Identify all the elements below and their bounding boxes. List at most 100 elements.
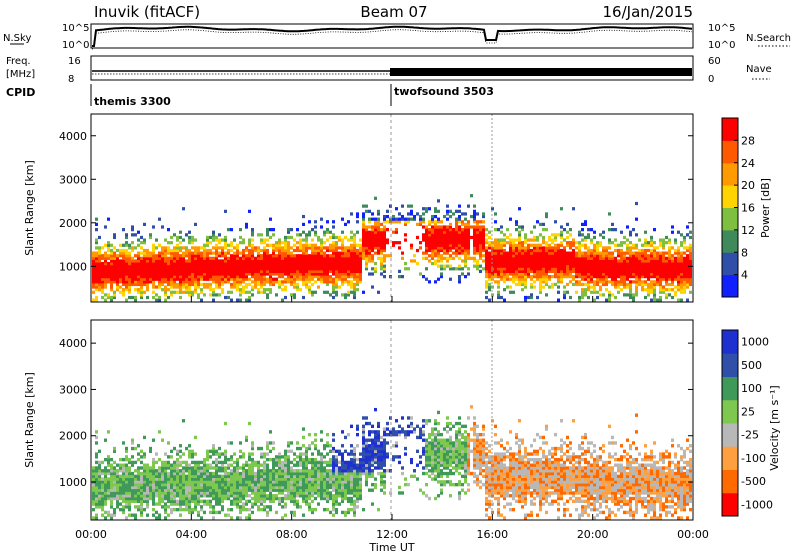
power-cell — [245, 222, 248, 227]
power-cell — [293, 267, 296, 271]
velocity-cell — [125, 499, 128, 504]
velocity-cell — [137, 505, 140, 509]
velocity-cell — [251, 482, 254, 487]
power-cell — [419, 214, 422, 219]
power-cell — [143, 290, 146, 294]
power-cell — [251, 288, 254, 292]
velocity-cell — [224, 452, 227, 456]
velocity-cell — [104, 516, 107, 520]
power-cell — [527, 248, 530, 253]
velocity-cell — [185, 496, 188, 501]
power-cell — [485, 259, 488, 263]
velocity-cell — [152, 463, 155, 467]
power-cell — [209, 275, 212, 279]
power-cell — [170, 259, 173, 263]
power-cell — [341, 280, 344, 284]
power-cell — [104, 264, 107, 268]
power-cell — [368, 233, 371, 237]
power-cell — [182, 254, 185, 258]
velocity-cell — [215, 485, 218, 490]
velocity-cell — [233, 460, 236, 465]
velocity-cell — [278, 502, 281, 506]
power-cell — [251, 280, 254, 284]
power-cell — [632, 261, 635, 266]
velocity-cell — [305, 446, 308, 451]
power-cell — [581, 222, 584, 227]
power-cell — [482, 243, 485, 247]
power-cell — [248, 259, 251, 263]
velocity-cell — [302, 466, 305, 470]
power-cell — [101, 272, 104, 276]
power-cell — [587, 282, 590, 287]
power-cell — [167, 264, 170, 268]
velocity-cell — [314, 491, 317, 495]
power-cell — [218, 241, 221, 245]
velocity-cell — [92, 507, 95, 512]
velocity-cell — [161, 505, 164, 509]
power-cell — [161, 248, 164, 253]
power-cell — [665, 261, 668, 266]
velocity-cell — [251, 460, 254, 465]
velocity-cell — [152, 471, 155, 476]
power-cell — [302, 282, 305, 287]
power-cell — [650, 298, 653, 302]
power-cell — [266, 230, 269, 234]
power-cell — [431, 261, 434, 266]
power-cell — [170, 269, 173, 274]
power-cell — [185, 285, 188, 289]
velocity-cell — [296, 505, 299, 509]
power-cell — [524, 261, 527, 266]
velocity-cell — [197, 491, 200, 495]
power-cell — [548, 269, 551, 274]
power-cell — [332, 251, 335, 255]
power-cell — [605, 288, 608, 292]
power-cell — [338, 272, 341, 276]
power-cell — [428, 230, 431, 234]
power-cell — [158, 243, 161, 247]
power-cell — [650, 285, 653, 289]
power-cell — [143, 282, 146, 287]
power-cell — [383, 243, 386, 247]
velocity-cell — [113, 513, 116, 517]
power-cell — [113, 277, 116, 281]
power-cell — [647, 293, 650, 297]
power-colorbar-tick-label: 20 — [741, 179, 755, 192]
power-cell — [350, 251, 353, 255]
power-cell — [284, 269, 287, 274]
power-cell — [425, 233, 428, 237]
power-cell — [146, 277, 149, 281]
velocity-cell — [128, 488, 131, 492]
velocity-cell — [284, 449, 287, 454]
power-cell — [332, 269, 335, 274]
power-cell — [557, 275, 560, 279]
velocity-cell — [161, 466, 164, 470]
velocity-cell — [167, 471, 170, 476]
velocity-cell — [173, 463, 176, 467]
power-cell — [191, 267, 194, 271]
power-cell — [602, 264, 605, 268]
power-cell — [371, 225, 374, 229]
power-cell — [299, 272, 302, 276]
power-cell — [437, 241, 440, 245]
power-cell — [299, 275, 302, 279]
power-cell — [287, 241, 290, 245]
velocity-cell — [272, 463, 275, 467]
power-cell — [161, 275, 164, 279]
power-cell — [494, 228, 497, 232]
power-cell — [674, 277, 677, 281]
power-cell — [608, 293, 611, 297]
power-cell — [671, 256, 674, 260]
velocity-cell — [221, 469, 224, 473]
power-cell — [350, 282, 353, 287]
velocity-cell — [164, 496, 167, 501]
velocity-cell — [233, 477, 236, 481]
power-cell — [161, 277, 164, 281]
velocity-cell — [302, 477, 305, 481]
power-cell — [347, 259, 350, 263]
power-cell — [527, 256, 530, 260]
power-cell — [476, 243, 479, 247]
power-cell — [302, 251, 305, 255]
power-cell — [500, 241, 503, 245]
power-cell — [170, 280, 173, 284]
velocity-cell — [254, 463, 257, 467]
